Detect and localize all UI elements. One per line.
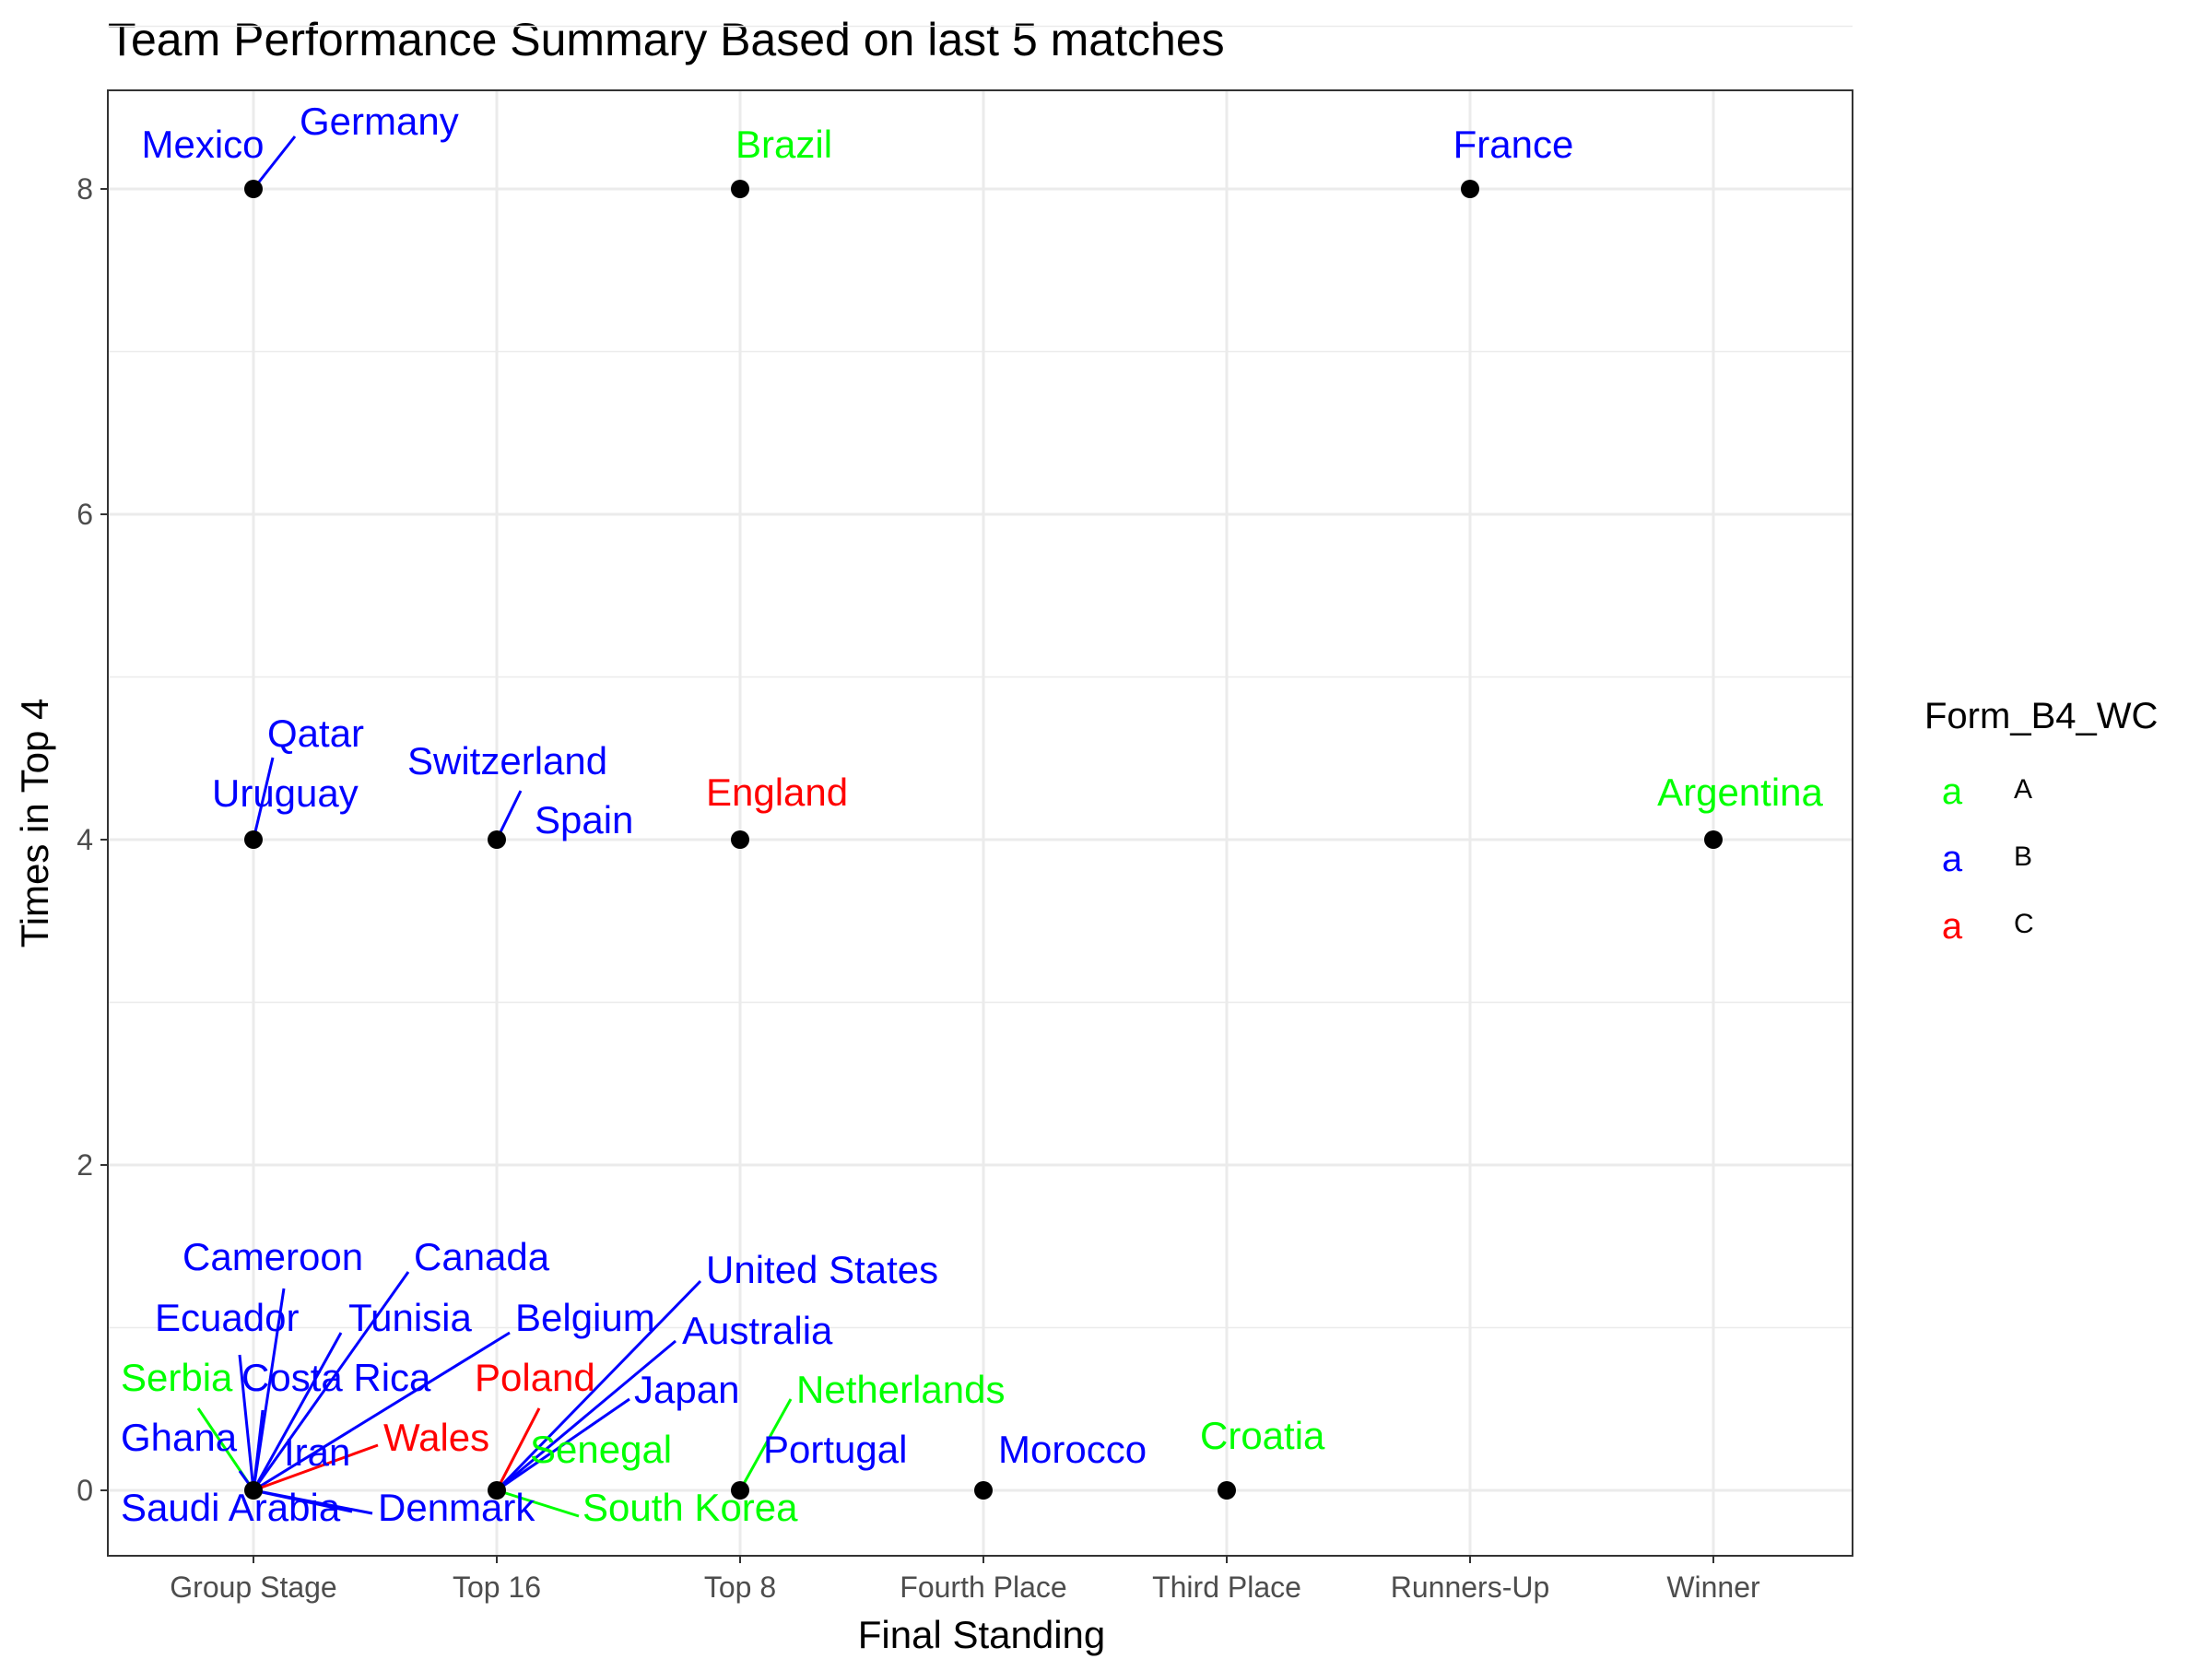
team-label-united-states: United States xyxy=(706,1248,938,1291)
team-label-australia: Australia xyxy=(682,1309,833,1352)
team-label-canada: Canada xyxy=(414,1235,550,1278)
data-point xyxy=(1461,180,1479,198)
legend-label: C xyxy=(2014,909,2034,939)
data-point xyxy=(974,1481,993,1500)
x-tick-label: Top 16 xyxy=(453,1571,541,1604)
team-label-south-korea: South Korea xyxy=(582,1486,798,1529)
team-label-switzerland: Switzerland xyxy=(407,739,607,782)
team-label-ghana: Ghana xyxy=(121,1416,238,1459)
team-label-serbia: Serbia xyxy=(121,1356,233,1399)
chart-title: Team Performance Summary Based on last 5… xyxy=(108,14,1225,65)
y-tick-label: 6 xyxy=(76,498,93,531)
leader-line-tunisia xyxy=(252,1332,343,1491)
data-point xyxy=(488,830,506,849)
leader-line-qatar xyxy=(252,757,275,841)
team-label-costa-rica: Costa Rica xyxy=(241,1356,431,1399)
data-point xyxy=(488,1481,506,1500)
leader-line-poland xyxy=(495,1407,541,1491)
data-points xyxy=(244,180,1723,1500)
team-label-poland: Poland xyxy=(475,1356,595,1399)
legend-label: B xyxy=(2014,841,2032,872)
leader-line-canada xyxy=(252,1271,410,1491)
grid xyxy=(108,25,1853,1556)
legend-key: a xyxy=(1942,906,1963,947)
x-tick-label: Top 8 xyxy=(704,1571,776,1604)
team-label-japan: Japan xyxy=(634,1368,739,1411)
x-tick-label: Fourth Place xyxy=(900,1571,1066,1604)
team-label-france: France xyxy=(1453,123,1574,166)
leader-line-south-korea xyxy=(496,1488,580,1518)
axes: 0 2 4 6 8 Group Stage Top 16 Top 8 Fourth Place T… xyxy=(76,172,1760,1604)
x-tick-label: Third Place xyxy=(1152,1571,1301,1604)
team-label-england: England xyxy=(706,771,848,814)
team-label-argentina: Argentina xyxy=(1657,771,1823,814)
y-tick-label: 2 xyxy=(76,1148,93,1182)
legend-title: Form_B4_WC xyxy=(1924,696,2158,736)
leader-line-japan xyxy=(496,1397,630,1492)
y-tick-label: 8 xyxy=(76,172,93,206)
team-label-senegal: Senegal xyxy=(530,1428,672,1471)
leader-line-denmark xyxy=(253,1488,373,1515)
legend-label: A xyxy=(2014,774,2032,805)
data-point xyxy=(244,830,263,849)
leader-line-ecuador xyxy=(238,1354,255,1491)
team-label-cameroon: Cameroon xyxy=(182,1235,363,1278)
data-point xyxy=(1704,830,1723,849)
data-point xyxy=(244,1481,263,1500)
legend: Form_B4_WC a Aa Ba C xyxy=(1924,696,2158,947)
team-label-belgium: Belgium xyxy=(515,1296,655,1339)
leader-line-united-states xyxy=(495,1279,702,1492)
label-leader-lines xyxy=(196,135,793,1518)
data-point xyxy=(1218,1481,1236,1500)
leader-line-costa-rica xyxy=(252,1409,265,1491)
team-label-germany: Germany xyxy=(300,100,459,143)
leader-line-belgium xyxy=(253,1331,511,1492)
data-point xyxy=(244,180,263,198)
data-point xyxy=(731,180,749,198)
team-label-ecuador: Ecuador xyxy=(155,1296,299,1339)
team-label-iran: Iran xyxy=(284,1430,350,1474)
team-label-mexico: Mexico xyxy=(141,123,264,166)
legend-key: a xyxy=(1942,771,1963,812)
team-label-croatia: Croatia xyxy=(1200,1414,1325,1457)
leader-line-australia xyxy=(496,1339,677,1492)
x-tick-label: Winner xyxy=(1666,1571,1760,1604)
y-axis-title: Times in Top 4 xyxy=(13,699,56,948)
x-tick-label: Runners-Up xyxy=(1391,1571,1550,1604)
team-label-tunisia: Tunisia xyxy=(348,1296,472,1339)
leader-line-netherlands xyxy=(738,1398,793,1491)
team-label-spain: Spain xyxy=(535,798,633,841)
team-label-uruguay: Uruguay xyxy=(212,771,359,815)
y-tick-label: 4 xyxy=(76,823,93,856)
leader-line-wales xyxy=(253,1443,379,1492)
leader-line-germany xyxy=(252,135,297,190)
x-axis-title: Final Standing xyxy=(858,1613,1106,1656)
team-label-portugal: Portugal xyxy=(763,1428,907,1471)
data-point xyxy=(731,1481,749,1500)
x-tick-label: Group Stage xyxy=(170,1571,336,1604)
y-tick-label: 0 xyxy=(76,1474,93,1507)
data-point xyxy=(731,830,749,849)
team-label-qatar: Qatar xyxy=(267,712,364,755)
team-label-wales: Wales xyxy=(383,1416,489,1459)
team-label-brazil: Brazil xyxy=(735,123,832,166)
plot-panel-border xyxy=(107,89,1853,1557)
team-labels: Mexico Germany Brazil France Qatar Uruguay Swi… xyxy=(121,100,1824,1529)
team-label-saudi-arabia: Saudi Arabia xyxy=(121,1486,341,1529)
legend-key: a xyxy=(1942,839,1963,879)
team-label-morocco: Morocco xyxy=(998,1428,1147,1471)
team-label-netherlands: Netherlands xyxy=(796,1368,1005,1411)
team-label-denmark: Denmark xyxy=(378,1486,535,1529)
